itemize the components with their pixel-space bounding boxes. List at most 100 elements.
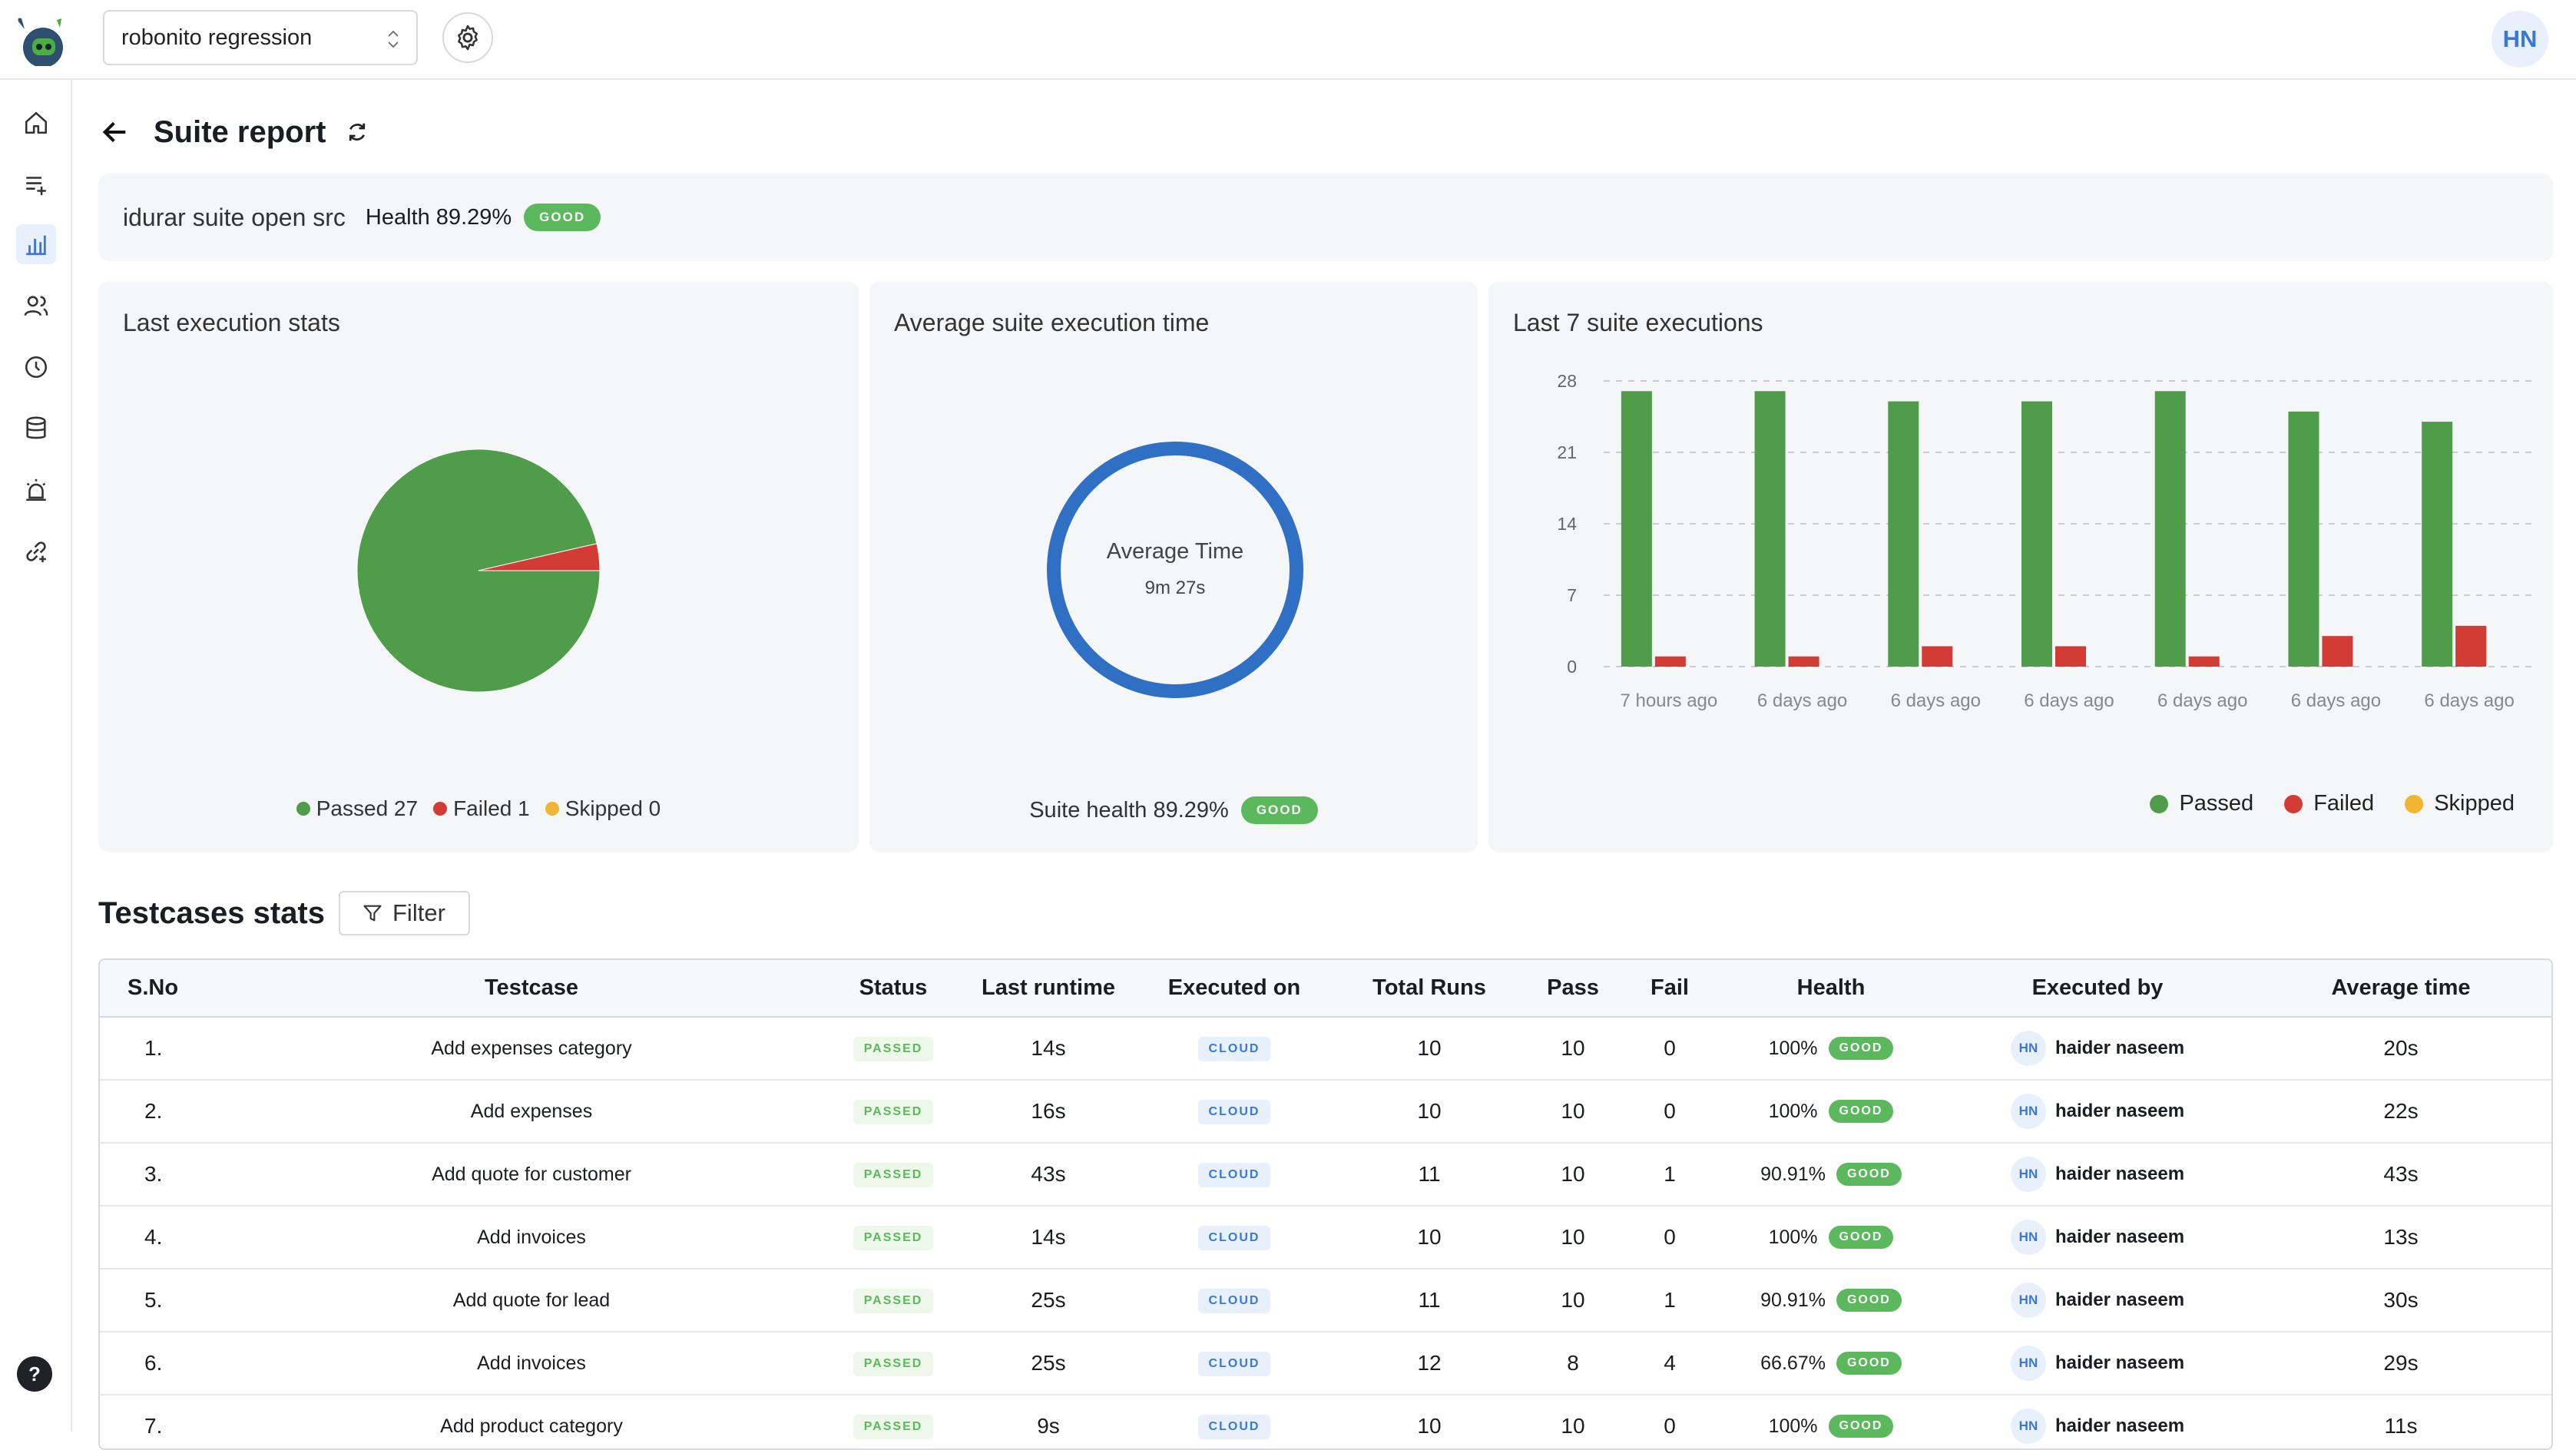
pass-count: 10 bbox=[1521, 1143, 1625, 1207]
column-header[interactable]: Fail bbox=[1625, 960, 1714, 1018]
column-header[interactable]: Pass bbox=[1521, 960, 1625, 1018]
user-avatar[interactable]: HN bbox=[2492, 11, 2548, 68]
executed-on-cell: CLOUD bbox=[1131, 1395, 1338, 1448]
table-row[interactable]: 7. Add product category PASSED 9s CLOUD 10 10 0… bbox=[100, 1395, 2551, 1448]
table-row[interactable]: 3. Add quote for customer PASSED 43s CLOUD 11… bbox=[100, 1143, 2551, 1207]
help-button[interactable]: ? bbox=[17, 1356, 52, 1392]
back-arrow-icon[interactable] bbox=[100, 117, 131, 147]
pie-chart bbox=[356, 449, 601, 693]
column-header[interactable]: Executed by bbox=[1948, 960, 2247, 1018]
legend-dot-skipped bbox=[545, 802, 559, 816]
legend-passed[interactable]: Passed bbox=[2150, 791, 2253, 816]
testcase-name[interactable]: Add quote for lead bbox=[243, 1269, 820, 1332]
column-header[interactable]: Health bbox=[1714, 960, 1948, 1018]
legend-skipped[interactable]: Skipped 0 bbox=[545, 796, 661, 821]
table-row[interactable]: 4. Add invoices PASSED 14s CLOUD 10 10 0 100% GOO… bbox=[100, 1206, 2551, 1270]
suite-health-text: Suite health 89.29% bbox=[1029, 797, 1229, 823]
column-header[interactable]: Executed on bbox=[1131, 960, 1338, 1018]
avatar: HN bbox=[2010, 1094, 2046, 1129]
fail-count: 0 bbox=[1625, 1395, 1714, 1448]
testcase-name[interactable]: Add expenses category bbox=[243, 1017, 820, 1081]
status-badge: PASSED bbox=[853, 1289, 934, 1313]
executed-by-cell: HN haider naseem bbox=[1948, 1395, 2247, 1448]
average-time-ring bbox=[1047, 442, 1303, 698]
legend-failed[interactable]: Failed 1 bbox=[433, 796, 530, 821]
table-row[interactable]: 2. Add expenses PASSED 16s CLOUD 10 10 0 100% GOO… bbox=[100, 1080, 2551, 1144]
legend-label: Skipped 0 bbox=[565, 796, 661, 820]
project-select[interactable]: robonito regression bbox=[103, 10, 418, 65]
column-header[interactable]: Last runtime bbox=[966, 960, 1131, 1018]
refresh-icon[interactable] bbox=[346, 121, 369, 144]
sidebar-item-tests[interactable] bbox=[16, 164, 56, 204]
sidebar-item-data[interactable] bbox=[16, 409, 56, 449]
testcase-name[interactable]: Add product category bbox=[243, 1395, 820, 1448]
total-runs: 10 bbox=[1338, 1206, 1521, 1270]
bar-passed[interactable] bbox=[1888, 401, 1919, 667]
bar-passed[interactable] bbox=[1621, 391, 1652, 667]
table-row[interactable]: 1. Add expenses category PASSED 14s CLOUD 10 1… bbox=[100, 1017, 2551, 1081]
bar-passed[interactable] bbox=[1754, 391, 1786, 667]
bar-passed[interactable] bbox=[2422, 422, 2453, 667]
status-cell: PASSED bbox=[820, 1206, 966, 1270]
filter-button[interactable]: Filter bbox=[339, 891, 470, 935]
legend-failed[interactable]: Failed bbox=[2284, 791, 2374, 816]
testcase-name[interactable]: Add expenses bbox=[243, 1080, 820, 1144]
bar-failed[interactable] bbox=[1654, 656, 1686, 667]
status-cell: PASSED bbox=[820, 1332, 966, 1395]
sidebar-item-users[interactable] bbox=[16, 286, 56, 326]
row-sno: 7. bbox=[100, 1395, 243, 1448]
column-header[interactable]: Status bbox=[820, 960, 966, 1018]
health-value: 100% bbox=[1768, 1100, 1818, 1122]
legend-label: Passed 27 bbox=[316, 796, 419, 820]
fail-count: 4 bbox=[1625, 1332, 1714, 1395]
card-title: Average suite execution time bbox=[894, 309, 1210, 336]
executed-by-cell: HN haider naseem bbox=[1948, 1017, 2247, 1081]
bar-failed[interactable] bbox=[2455, 625, 2487, 667]
status-badge: PASSED bbox=[853, 1415, 934, 1439]
executed-on-cell: CLOUD bbox=[1131, 1080, 1338, 1144]
sidebar-item-integrations[interactable] bbox=[16, 531, 56, 571]
column-header[interactable]: Average time bbox=[2247, 960, 2551, 1018]
bar-failed[interactable] bbox=[1922, 646, 1953, 667]
settings-button[interactable] bbox=[442, 12, 493, 63]
health-value: 100% bbox=[1768, 1037, 1818, 1059]
bar-failed[interactable] bbox=[2055, 646, 2086, 667]
bar-passed[interactable] bbox=[2288, 411, 2319, 667]
testcase-name[interactable]: Add quote for customer bbox=[243, 1143, 820, 1207]
bar-passed[interactable] bbox=[2154, 391, 2186, 667]
bar-failed[interactable] bbox=[2322, 636, 2353, 667]
alarm-icon bbox=[26, 478, 46, 502]
legend-label: Failed bbox=[2313, 791, 2375, 816]
legend-passed[interactable]: Passed 27 bbox=[296, 796, 418, 821]
sidebar-item-history[interactable] bbox=[16, 347, 56, 387]
executed-by-name: haider naseem bbox=[2055, 1164, 2185, 1184]
last-runtime: 43s bbox=[966, 1143, 1131, 1207]
executed-by-cell: HN haider naseem bbox=[1948, 1269, 2247, 1332]
filter-label: Filter bbox=[392, 899, 445, 926]
table-row[interactable]: 6. Add invoices PASSED 25s CLOUD 12 8 4 66.67% GO… bbox=[100, 1332, 2551, 1395]
table-row[interactable]: 5. Add quote for lead PASSED 25s CLOUD 11 10 1 9… bbox=[100, 1269, 2551, 1332]
health-badge: GOOD bbox=[1836, 1352, 1902, 1375]
health-cell: 100% GOOD bbox=[1714, 1080, 1948, 1144]
executed-on-cell: CLOUD bbox=[1131, 1017, 1338, 1081]
pie-slice-failed[interactable] bbox=[478, 543, 601, 571]
column-header[interactable]: Total Runs bbox=[1338, 960, 1521, 1018]
column-header[interactable]: Testcase bbox=[243, 960, 820, 1018]
executed-by-cell: HN haider naseem bbox=[1948, 1206, 2247, 1270]
bar-failed[interactable] bbox=[1788, 656, 1819, 667]
bar-passed[interactable] bbox=[2021, 401, 2052, 667]
robot-logo-icon[interactable] bbox=[14, 15, 68, 66]
clock-icon bbox=[25, 356, 48, 379]
bar-failed[interactable] bbox=[2188, 656, 2220, 667]
total-runs: 11 bbox=[1338, 1143, 1521, 1207]
legend-skipped[interactable]: Skipped bbox=[2405, 791, 2515, 816]
executed-by-name: haider naseem bbox=[2055, 1352, 2185, 1373]
x-tick-label: 6 days ago bbox=[1757, 690, 1847, 711]
sidebar-item-reports[interactable] bbox=[16, 224, 56, 264]
total-runs: 11 bbox=[1338, 1269, 1521, 1332]
testcase-name[interactable]: Add invoices bbox=[243, 1206, 820, 1270]
sidebar-item-home[interactable] bbox=[16, 103, 56, 143]
column-header[interactable]: S.No bbox=[100, 960, 243, 1018]
testcase-name[interactable]: Add invoices bbox=[243, 1332, 820, 1395]
sidebar-item-alerts[interactable] bbox=[16, 470, 56, 510]
